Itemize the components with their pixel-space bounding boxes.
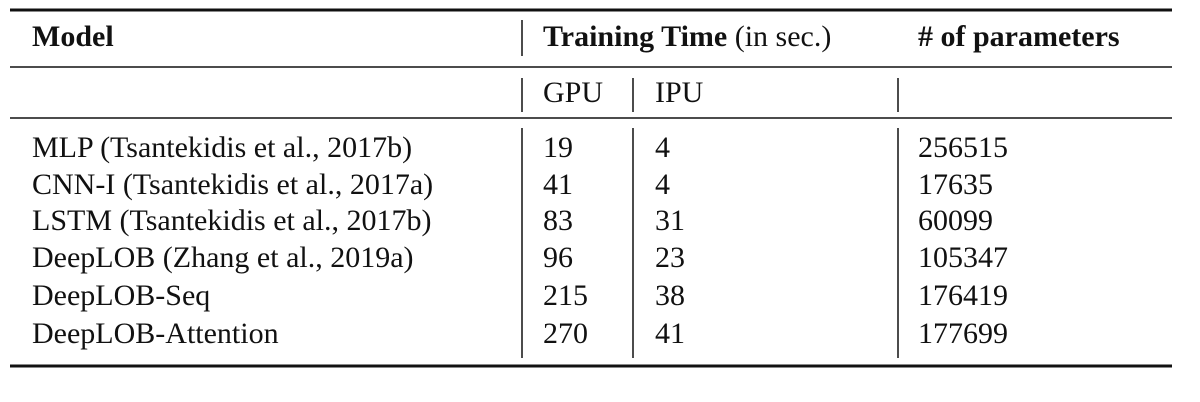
table-cell: 105347 [918, 241, 1008, 274]
table-cell: 4 [655, 131, 670, 164]
header-unit: (in sec.) [735, 20, 832, 53]
header-cell: # of parameters [918, 20, 1120, 53]
table-cell: 83 [543, 204, 573, 237]
table-cell: 19 [543, 131, 573, 164]
table-cell: 31 [655, 204, 685, 237]
table-cell: 270 [543, 317, 588, 350]
table-cell: 60099 [918, 204, 993, 237]
table-cell: 96 [543, 241, 573, 274]
table-cell: LSTM (Tsantekidis et al., 2017b) [32, 204, 432, 237]
table-cell: 38 [655, 279, 685, 312]
table-cell: 256515 [918, 131, 1008, 164]
table-cell: DeepLOB-Seq [32, 279, 210, 312]
subheader-cell: GPU [543, 76, 603, 109]
header-cell: Training Time (in sec.) [543, 20, 831, 53]
table-cell: 41 [655, 317, 685, 350]
table-cell: 4 [655, 168, 670, 201]
table-cell: 41 [543, 168, 573, 201]
table-cell: DeepLOB (Zhang et al., 2019a) [32, 241, 414, 274]
header-text: Training Time [543, 20, 727, 53]
table-cell: MLP (Tsantekidis et al., 2017b) [32, 131, 412, 164]
table-cell: 17635 [918, 168, 993, 201]
table-cell: 23 [655, 241, 685, 274]
table-cell: 215 [543, 279, 588, 312]
table-cell: 177699 [918, 317, 1008, 350]
table-cell: DeepLOB-Attention [32, 317, 279, 350]
table-cell: CNN-I (Tsantekidis et al., 2017a) [32, 168, 433, 201]
table-cell: 176419 [918, 279, 1008, 312]
subheader-cell: IPU [655, 76, 704, 109]
header-cell: Model [32, 20, 114, 53]
